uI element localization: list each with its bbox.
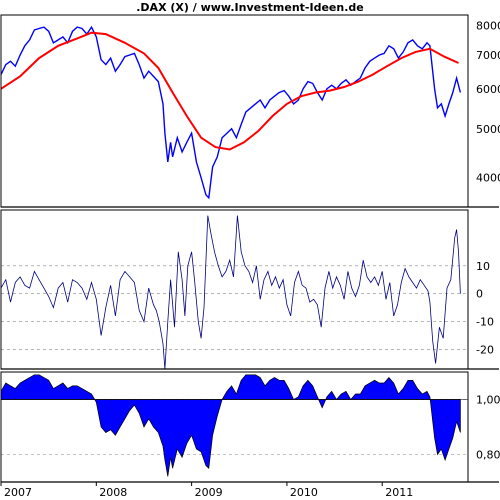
y-tick-label: -10 xyxy=(476,316,494,329)
y-tick-label: 1,00 xyxy=(476,394,500,407)
x-tick-label: 2011 xyxy=(385,486,413,499)
x-tick-label: 2008 xyxy=(99,486,127,499)
x-tick-label: 2010 xyxy=(290,486,318,499)
y-tick-label: 0 xyxy=(476,288,483,301)
chart-title: .DAX (X) / www.Investment-Ideen.de xyxy=(136,1,363,14)
y-tick-label: 8000 xyxy=(476,20,500,33)
y-tick-label: 6000 xyxy=(476,83,500,96)
ratio-area xyxy=(0,374,461,477)
price-line xyxy=(0,25,462,200)
x-tick-label: 2007 xyxy=(4,486,32,499)
moving-average-line xyxy=(0,31,459,151)
x-tick-label: 2009 xyxy=(195,486,223,499)
panel-frame xyxy=(0,209,469,370)
y-tick-label: 5000 xyxy=(476,123,500,136)
panel-frame xyxy=(0,14,469,208)
y-tick-label: -20 xyxy=(476,343,494,356)
y-tick-label: 7000 xyxy=(476,49,500,62)
y-tick-label: 10 xyxy=(476,260,490,273)
y-tick-label: 0,80 xyxy=(476,449,500,462)
y-tick-label: 4000 xyxy=(476,172,500,185)
oscillator-line xyxy=(0,215,461,370)
